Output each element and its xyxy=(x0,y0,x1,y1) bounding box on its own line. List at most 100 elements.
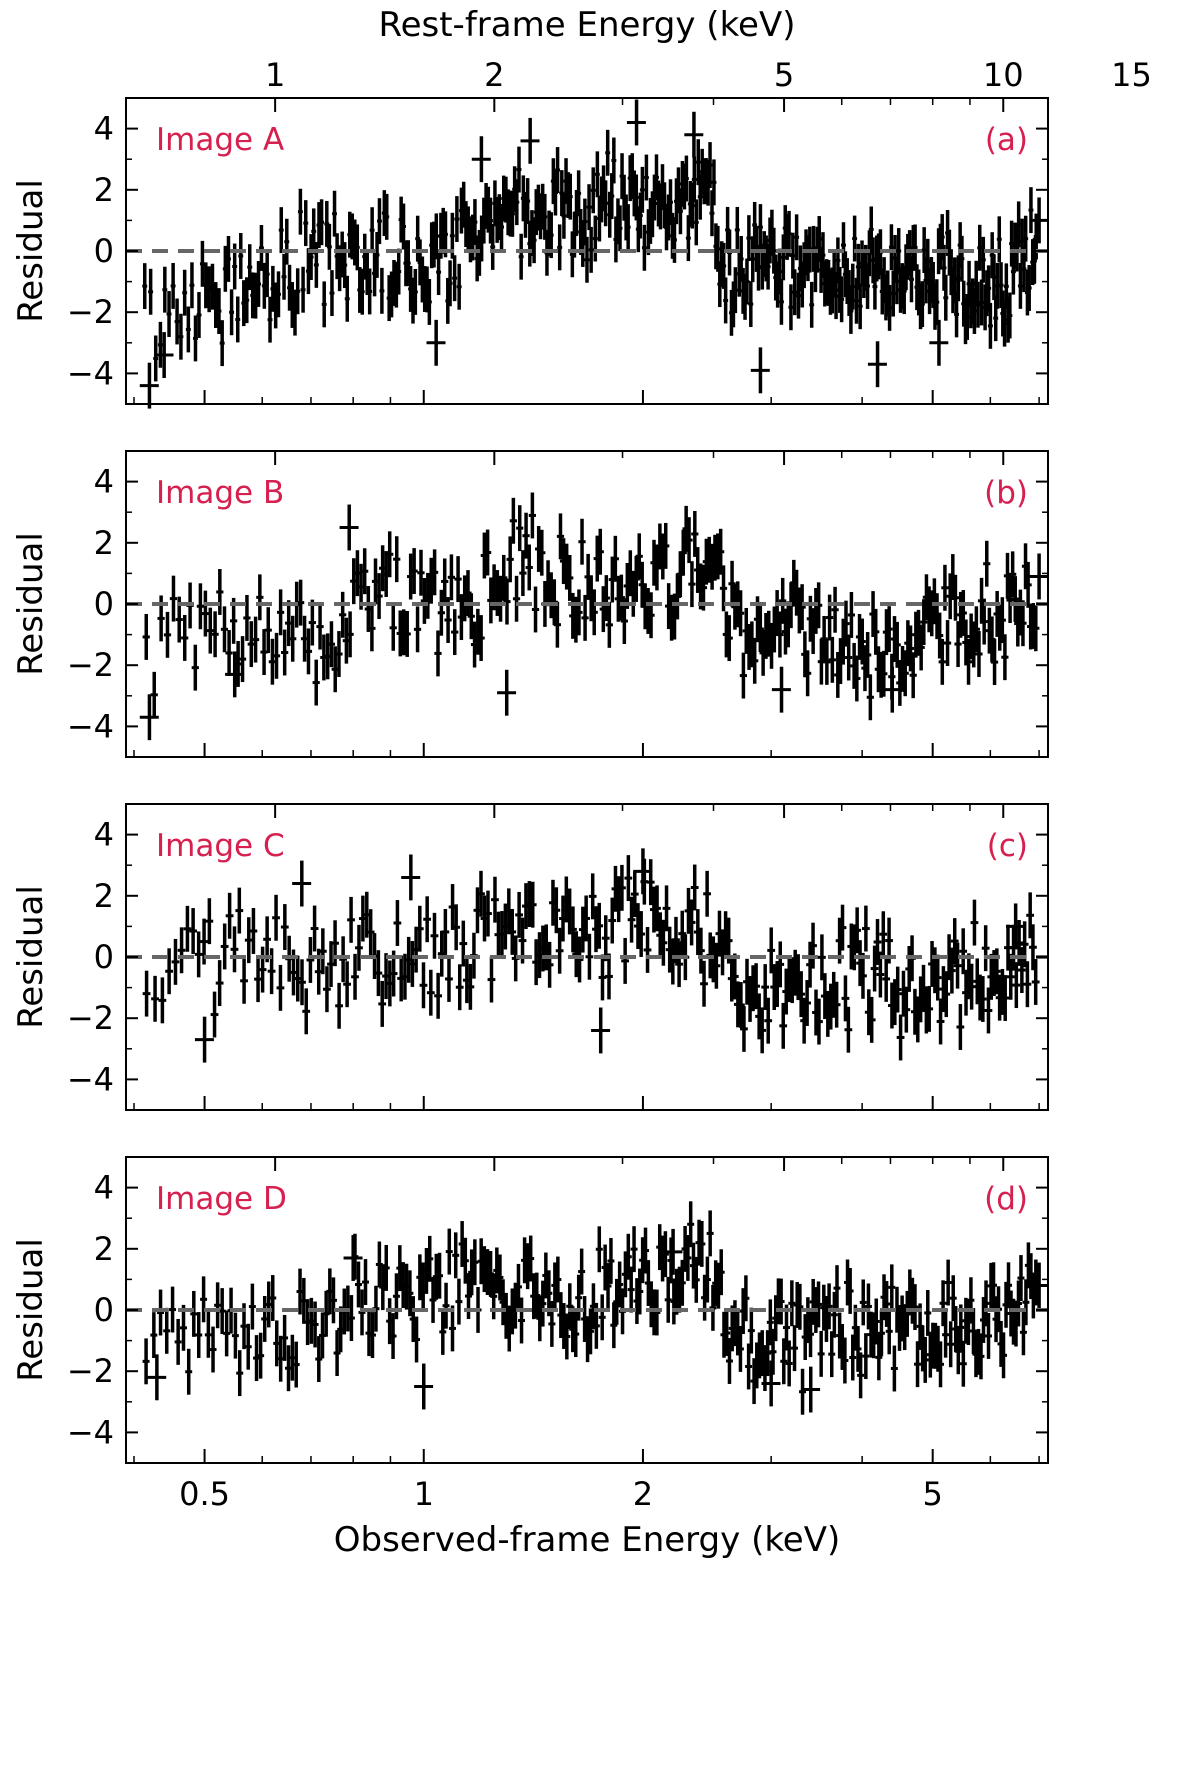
data-point xyxy=(782,1304,790,1351)
data-point xyxy=(643,154,649,201)
data-point xyxy=(885,1308,893,1355)
data-point xyxy=(959,928,968,975)
data-point xyxy=(174,1318,182,1365)
data-point xyxy=(142,970,151,1017)
data-point xyxy=(959,590,967,636)
data-point xyxy=(892,234,898,281)
data-point xyxy=(967,1277,975,1324)
data-point xyxy=(216,569,224,615)
data-point xyxy=(914,1341,922,1388)
data-point xyxy=(503,578,511,625)
data-point xyxy=(243,595,251,641)
data-point xyxy=(223,1310,231,1357)
data-point xyxy=(295,268,301,315)
data-point xyxy=(586,184,592,231)
data-point xyxy=(854,1325,862,1372)
data-point xyxy=(180,1304,187,1351)
data-point xyxy=(833,273,839,320)
data-point xyxy=(300,266,306,313)
data-point xyxy=(868,206,874,253)
data-point xyxy=(199,240,205,287)
data-point xyxy=(247,621,255,668)
data-point xyxy=(730,953,739,1000)
data-point xyxy=(298,959,306,1006)
data-point xyxy=(389,1313,397,1360)
data-point xyxy=(401,854,421,901)
data-point xyxy=(635,533,643,580)
data-point xyxy=(516,146,522,193)
data-point xyxy=(215,960,224,1007)
data-point xyxy=(607,1238,615,1284)
data-point xyxy=(981,925,990,972)
data-point xyxy=(952,257,958,304)
data-point xyxy=(616,1261,624,1308)
data-point xyxy=(990,639,999,686)
data-point xyxy=(251,616,260,663)
data-point xyxy=(949,1275,957,1322)
data-point xyxy=(384,193,390,240)
data-point xyxy=(796,272,801,319)
data-point xyxy=(703,870,711,917)
data-point xyxy=(925,985,934,1032)
data-point xyxy=(264,607,272,654)
data-point xyxy=(308,599,316,646)
data-point xyxy=(185,306,191,353)
data-point xyxy=(456,263,462,310)
image-label: Image A xyxy=(156,122,284,158)
ytick-label: 0 xyxy=(94,585,114,623)
data-point xyxy=(430,912,439,959)
data-point xyxy=(555,147,561,193)
xtick-label: 1 xyxy=(414,1475,434,1513)
data-point xyxy=(556,513,565,560)
data-point xyxy=(750,347,770,394)
data-point xyxy=(887,284,893,331)
data-point xyxy=(374,950,383,997)
axes: 4 2 0 −2 −4 xyxy=(67,97,1049,405)
data-point xyxy=(715,225,721,272)
data-point xyxy=(459,920,468,967)
top-tick-label: 1 xyxy=(265,56,285,94)
data-point xyxy=(190,1290,198,1337)
data-point xyxy=(936,612,944,659)
data-point xyxy=(689,182,695,229)
data-point xyxy=(845,634,853,681)
data-point xyxy=(709,1284,717,1331)
ytick-label: 4 xyxy=(94,110,114,148)
data-point xyxy=(902,986,911,1033)
data-point xyxy=(777,1278,785,1325)
data-point xyxy=(1020,921,1029,968)
data-point xyxy=(797,971,806,1018)
data-point xyxy=(646,859,655,906)
data-point xyxy=(272,632,281,679)
data-point xyxy=(847,592,856,638)
panel-a: 4 2 0 −2 −4 Residual Image A (a) xyxy=(11,97,1049,409)
data-point xyxy=(888,224,894,271)
data-point xyxy=(256,574,264,621)
data-point xyxy=(313,241,319,288)
data-point xyxy=(430,549,439,596)
data-point xyxy=(163,1307,171,1354)
data-point xyxy=(757,204,763,251)
data-point xyxy=(779,1002,788,1049)
data-point xyxy=(347,1295,355,1341)
panel-letter: (c) xyxy=(987,828,1028,864)
data-point xyxy=(971,288,977,334)
data-point xyxy=(1017,262,1023,309)
data-point xyxy=(738,235,744,282)
data-point xyxy=(662,885,671,932)
data-point xyxy=(166,291,172,337)
data-point xyxy=(509,497,517,544)
data-point xyxy=(598,1294,606,1341)
top-axis: 1 2 5 10 15 xyxy=(265,56,1152,94)
data-point xyxy=(576,170,582,217)
ylabel: Residual xyxy=(11,532,51,676)
data-point xyxy=(429,1277,437,1323)
data-point xyxy=(987,302,993,349)
data-point xyxy=(393,536,401,583)
data-point xyxy=(454,556,462,603)
data-point xyxy=(253,1335,261,1382)
data-point xyxy=(692,1256,700,1303)
data-point xyxy=(818,934,826,981)
data-point xyxy=(303,200,309,247)
data-point xyxy=(292,1341,300,1388)
